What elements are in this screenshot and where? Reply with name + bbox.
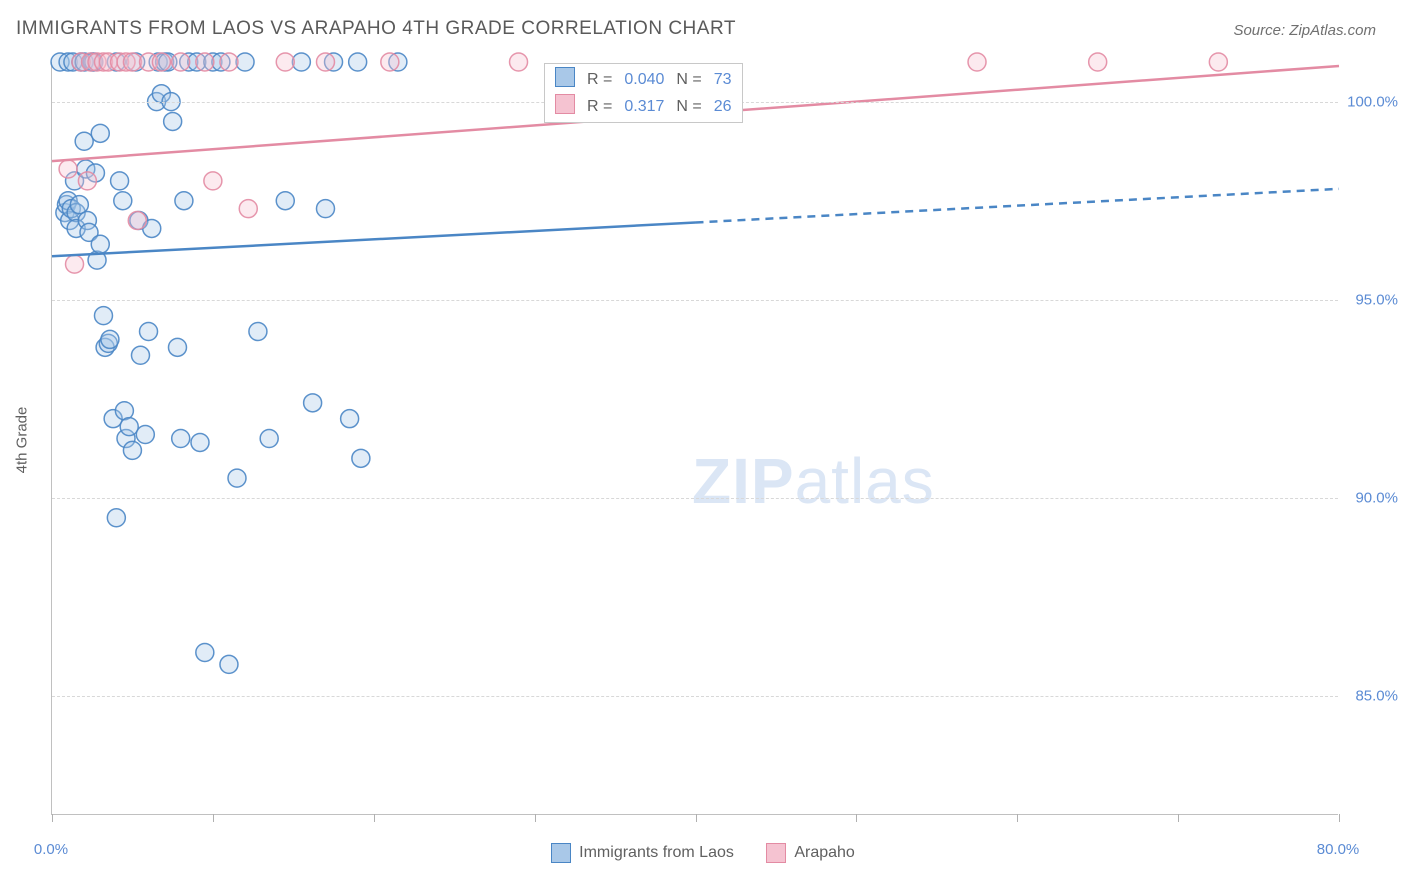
swatch-arapaho-icon bbox=[766, 843, 786, 863]
plot-area: ZIPatlas bbox=[51, 62, 1338, 815]
data-point-arapaho bbox=[123, 53, 141, 71]
data-point-arapaho bbox=[172, 53, 190, 71]
data-point-arapaho bbox=[510, 53, 528, 71]
data-point-laos bbox=[236, 53, 254, 71]
data-point-arapaho bbox=[204, 172, 222, 190]
x-tick bbox=[535, 814, 536, 822]
n-label: N = bbox=[670, 66, 707, 93]
data-point-arapaho bbox=[239, 200, 257, 218]
data-point-laos bbox=[114, 192, 132, 210]
data-point-laos bbox=[164, 112, 182, 130]
data-point-laos bbox=[220, 655, 238, 673]
y-tick-label: 85.0% bbox=[1338, 688, 1398, 705]
data-point-laos bbox=[228, 469, 246, 487]
y-tick-label: 95.0% bbox=[1338, 291, 1398, 308]
data-point-arapaho bbox=[276, 53, 294, 71]
data-point-laos bbox=[304, 394, 322, 412]
legend-label-laos: Immigrants from Laos bbox=[579, 844, 734, 862]
data-point-laos bbox=[120, 418, 138, 436]
r-label: R = bbox=[581, 93, 618, 120]
y-tick-label: 100.0% bbox=[1338, 93, 1398, 110]
data-point-laos bbox=[349, 53, 367, 71]
gridline bbox=[52, 498, 1338, 499]
legend-label-arapaho: Arapaho bbox=[794, 844, 855, 862]
data-point-laos bbox=[75, 132, 93, 150]
y-axis-label: 4th Grade bbox=[14, 407, 31, 474]
x-tick bbox=[1339, 814, 1340, 822]
data-point-laos bbox=[168, 338, 186, 356]
data-point-arapaho bbox=[1089, 53, 1107, 71]
data-point-laos bbox=[91, 124, 109, 142]
x-tick bbox=[696, 814, 697, 822]
r-value-laos: 0.040 bbox=[618, 66, 670, 93]
data-point-arapaho bbox=[66, 255, 84, 273]
data-point-laos bbox=[123, 441, 141, 459]
data-point-arapaho bbox=[196, 53, 214, 71]
swatch-laos-icon bbox=[551, 843, 571, 863]
data-point-laos bbox=[196, 644, 214, 662]
legend-item-laos: Immigrants from Laos bbox=[551, 843, 734, 863]
data-point-laos bbox=[175, 192, 193, 210]
data-point-arapaho bbox=[1209, 53, 1227, 71]
data-point-laos bbox=[260, 430, 278, 448]
x-tick bbox=[856, 814, 857, 822]
n-value-laos: 73 bbox=[708, 66, 738, 93]
data-point-laos bbox=[172, 430, 190, 448]
data-point-laos bbox=[292, 53, 310, 71]
data-point-arapaho bbox=[78, 172, 96, 190]
swatch-laos-icon bbox=[555, 67, 575, 87]
data-point-laos bbox=[101, 330, 119, 348]
data-point-laos bbox=[136, 426, 154, 444]
stats-table: R = 0.040 N = 73 R = 0.317 N = 26 bbox=[549, 66, 738, 120]
r-label: R = bbox=[581, 66, 618, 93]
data-point-arapaho bbox=[128, 212, 146, 230]
data-point-laos bbox=[341, 410, 359, 428]
data-point-laos bbox=[94, 307, 112, 325]
data-point-laos bbox=[316, 200, 334, 218]
n-label: N = bbox=[670, 93, 707, 120]
stats-row-laos: R = 0.040 N = 73 bbox=[549, 66, 738, 93]
x-axis-min-label: 0.0% bbox=[34, 841, 68, 858]
data-point-arapaho bbox=[152, 53, 170, 71]
data-point-laos bbox=[249, 322, 267, 340]
x-tick bbox=[52, 814, 53, 822]
data-point-arapaho bbox=[381, 53, 399, 71]
x-tick bbox=[1017, 814, 1018, 822]
r-value-arapaho: 0.317 bbox=[618, 93, 670, 120]
data-point-laos bbox=[352, 449, 370, 467]
data-point-arapaho bbox=[316, 53, 334, 71]
x-axis-max-label: 80.0% bbox=[1317, 841, 1360, 858]
data-point-arapaho bbox=[59, 160, 77, 178]
series-legend: Immigrants from Laos Arapaho bbox=[0, 843, 1406, 868]
data-point-laos bbox=[140, 322, 158, 340]
chart-title: IMMIGRANTS FROM LAOS VS ARAPAHO 4TH GRAD… bbox=[16, 18, 736, 40]
data-point-laos bbox=[276, 192, 294, 210]
source-attribution: Source: ZipAtlas.com bbox=[1233, 22, 1376, 39]
data-point-arapaho bbox=[220, 53, 238, 71]
x-tick bbox=[213, 814, 214, 822]
stats-row-arapaho: R = 0.317 N = 26 bbox=[549, 93, 738, 120]
x-tick bbox=[1178, 814, 1179, 822]
chart-svg bbox=[52, 62, 1338, 814]
data-point-laos bbox=[107, 509, 125, 527]
gridline bbox=[52, 300, 1338, 301]
x-tick bbox=[374, 814, 375, 822]
data-point-laos bbox=[131, 346, 149, 364]
data-point-arapaho bbox=[968, 53, 986, 71]
swatch-arapaho-icon bbox=[555, 94, 575, 114]
n-value-arapaho: 26 bbox=[708, 93, 738, 120]
data-point-laos bbox=[111, 172, 129, 190]
stats-legend: R = 0.040 N = 73 R = 0.317 N = 26 bbox=[544, 63, 743, 123]
gridline bbox=[52, 696, 1338, 697]
data-point-laos bbox=[91, 235, 109, 253]
trendline-extrapolated-laos bbox=[696, 189, 1340, 223]
y-tick-label: 90.0% bbox=[1338, 489, 1398, 506]
data-point-laos bbox=[191, 433, 209, 451]
legend-item-arapaho: Arapaho bbox=[766, 843, 855, 863]
